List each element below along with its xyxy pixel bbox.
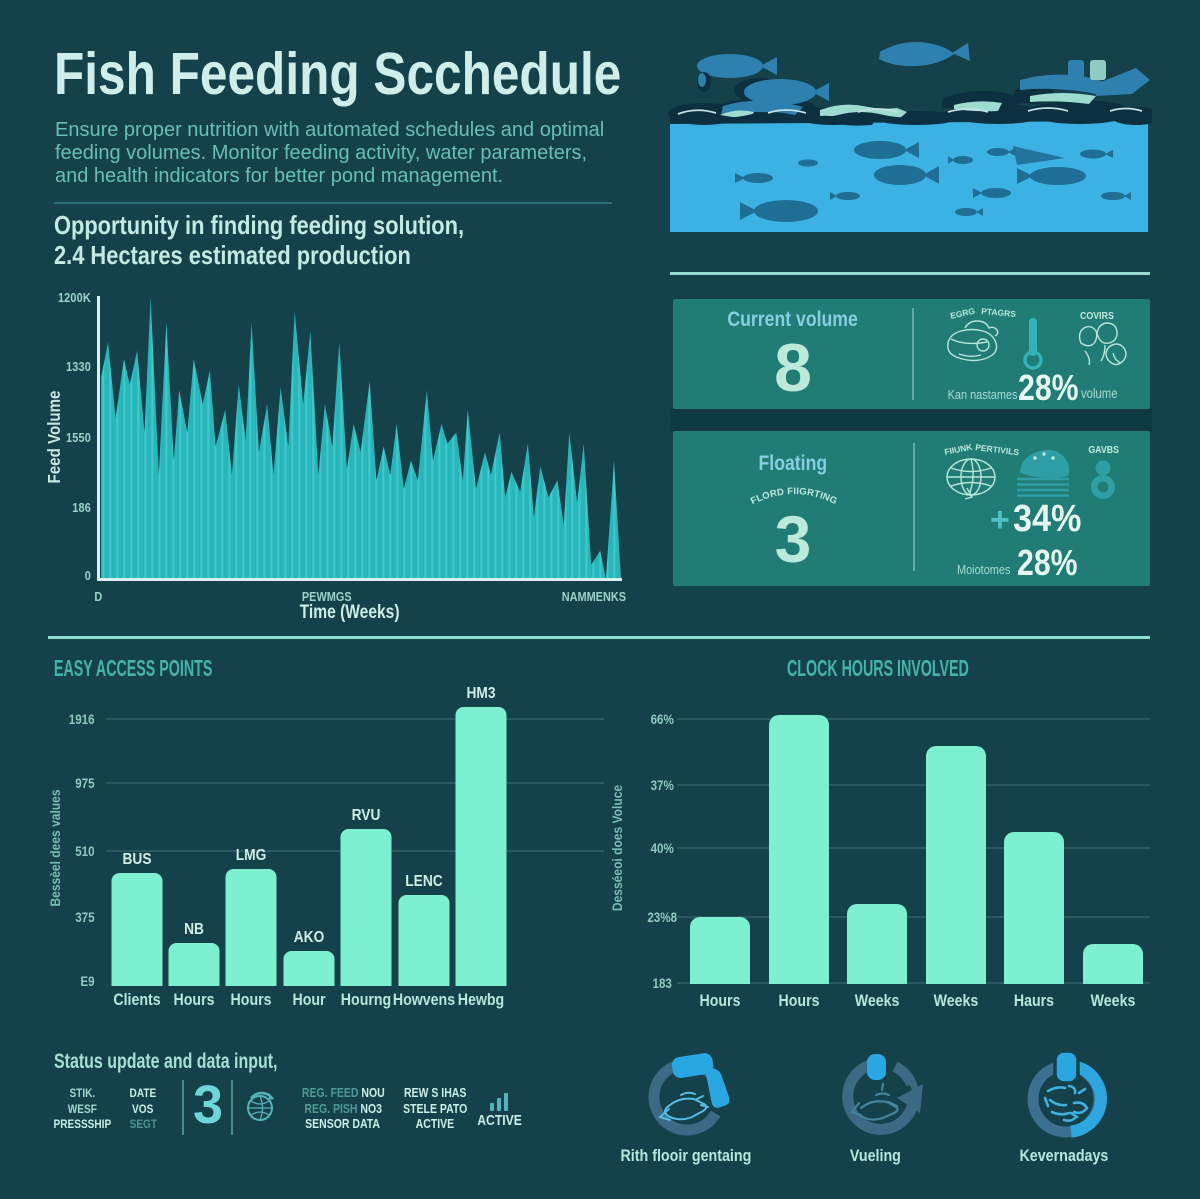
svg-text:AKO: AKO	[294, 928, 325, 946]
svg-text:37%: 37%	[651, 778, 674, 793]
svg-text:NAMMENKS: NAMMENKS	[562, 589, 626, 604]
svg-text:975: 975	[75, 776, 94, 791]
svg-text:LMG: LMG	[236, 846, 267, 864]
svg-text:510: 510	[75, 844, 94, 859]
svg-text:1916: 1916	[69, 712, 95, 727]
svg-text:CLOCK HOURS INVOLVED: CLOCK HOURS INVOLVED	[787, 657, 969, 682]
svg-text:Hours: Hours	[779, 992, 820, 1010]
svg-text:0: 0	[85, 568, 91, 583]
svg-text:FIIUNK: FIIUNK	[943, 442, 974, 457]
svg-text:Time (Weeks): Time (Weeks)	[300, 600, 400, 622]
svg-text:RVU: RVU	[352, 806, 381, 824]
svg-text:NB: NB	[184, 920, 204, 938]
svg-text:Feed Volume: Feed Volume	[44, 391, 65, 484]
svg-text:Haurs: Haurs	[1014, 992, 1054, 1010]
svg-text:PERTIVILS: PERTIVILS	[975, 442, 1020, 457]
svg-text:PEWMGS: PEWMGS	[302, 589, 352, 604]
svg-text:Hour: Hour	[292, 991, 325, 1009]
svg-text:HM3: HM3	[466, 684, 495, 702]
svg-text:Howvens: Howvens	[393, 991, 455, 1009]
svg-text:BUS: BUS	[122, 850, 151, 868]
svg-text:183: 183	[653, 976, 672, 991]
svg-text:Hours: Hours	[174, 991, 215, 1009]
svg-text:Weeks: Weeks	[855, 992, 900, 1010]
svg-text:EASY ACCESS POINTS: EASY ACCESS POINTS	[54, 657, 213, 682]
svg-text:E9: E9	[80, 974, 94, 989]
svg-text:23%8: 23%8	[647, 910, 677, 925]
svg-text:Hewbg: Hewbg	[458, 991, 504, 1009]
svg-text:Desséeoi does Voluce: Desséeoi does Voluce	[609, 785, 625, 911]
svg-text:1550: 1550	[66, 430, 91, 445]
svg-text:186: 186	[72, 500, 91, 515]
svg-text:1330: 1330	[66, 359, 91, 374]
svg-text:Hours: Hours	[700, 992, 741, 1010]
svg-text:1200K: 1200K	[58, 290, 91, 305]
svg-text:PTAGRS: PTAGRS	[981, 306, 1017, 319]
svg-text:Hourng: Hourng	[341, 991, 391, 1009]
svg-text:LENC: LENC	[405, 872, 443, 890]
svg-text:Hours: Hours	[231, 991, 272, 1009]
svg-text:Clients: Clients	[113, 991, 160, 1009]
svg-text:Bessèel dees values: Bessèel dees values	[47, 789, 63, 906]
svg-text:66%: 66%	[651, 712, 674, 727]
svg-text:GAVBS: GAVBS	[1088, 444, 1119, 456]
svg-text:Weeks: Weeks	[934, 992, 979, 1010]
svg-text:375: 375	[75, 910, 94, 925]
svg-text:40%: 40%	[651, 841, 674, 856]
svg-text:EGRG: EGRG	[949, 305, 976, 320]
svg-text:COVIRS: COVIRS	[1080, 310, 1114, 322]
svg-text:D: D	[94, 589, 102, 604]
svg-text:Weeks: Weeks	[1091, 992, 1136, 1010]
